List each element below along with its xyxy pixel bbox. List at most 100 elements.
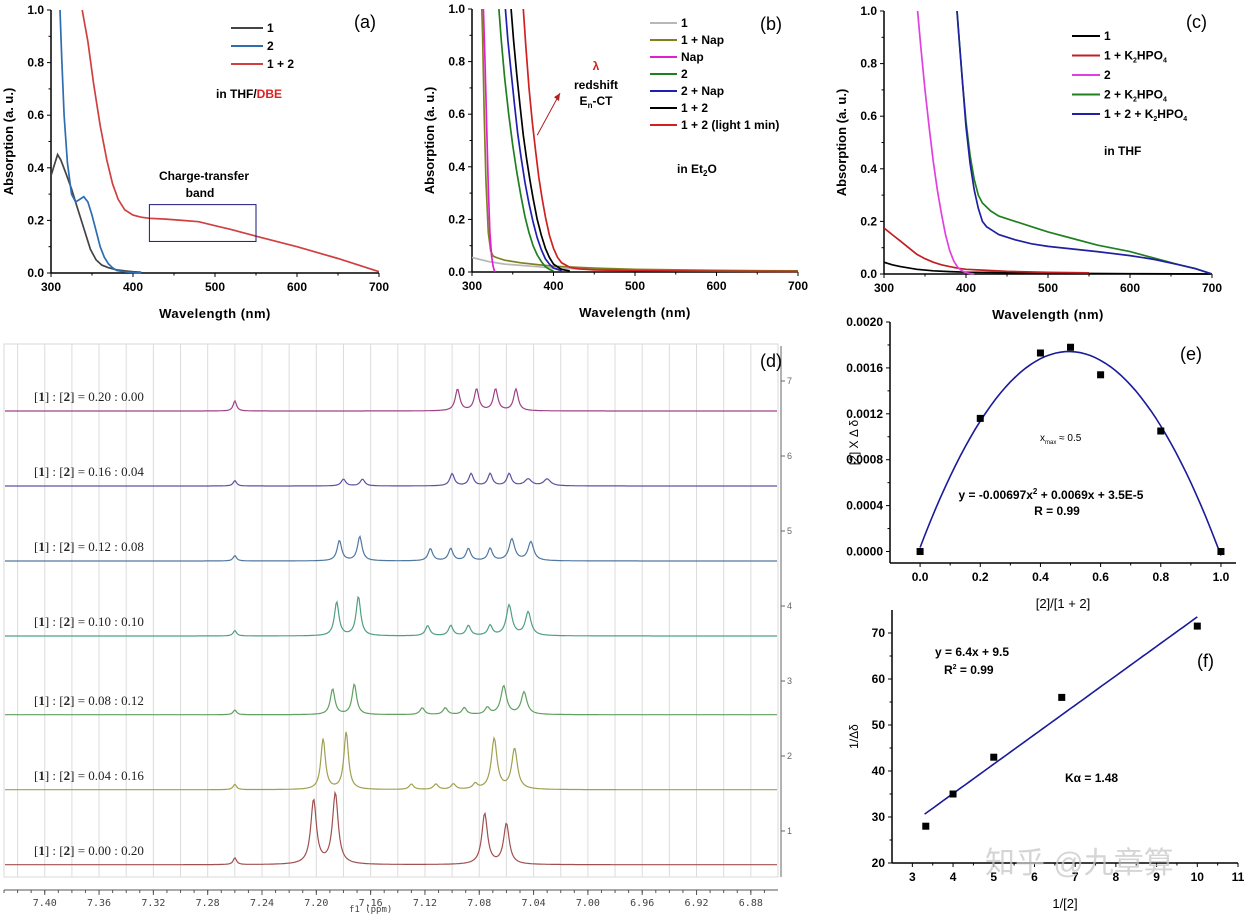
ppm-axis-title: f1 (ppm): [349, 905, 392, 915]
x-tick-label: 3: [909, 870, 916, 884]
y-tick-label: 70: [872, 626, 886, 640]
panel-f-ka-value: Kα = 1.48: [1065, 771, 1118, 785]
series-line-2: [916, 11, 975, 275]
data-point: [1097, 371, 1105, 379]
x-tick-label: 0.0: [912, 570, 929, 584]
series-line-1-k2hpo4: [884, 227, 1090, 274]
panel-e-r-value: R = 0.99: [1034, 504, 1080, 518]
panel-b-redshift-label: redshift: [574, 78, 618, 92]
y-axis-title: Absorption (a. u.): [1, 88, 16, 196]
y-tick-label: 0.0012: [846, 407, 883, 421]
y-tick-label: 0.2: [860, 214, 877, 228]
y-tick-label: 0.0: [27, 266, 44, 280]
legend-label: 1: [681, 16, 688, 30]
series-line-2-k2hpo4: [956, 11, 1212, 275]
y-tick-label: 0.4: [448, 160, 465, 174]
ppm-tick-label: 7.16: [359, 898, 383, 909]
y-tick-label: 40: [872, 764, 886, 778]
nmr-trace-label: [1] : [2] = 0.10 : 0.10: [34, 614, 144, 629]
x-tick-label: 700: [788, 279, 808, 293]
y-axis-title: [2] X Δ δ: [847, 419, 861, 465]
ppm-tick-label: 7.08: [467, 898, 491, 909]
x-tick-label: 700: [369, 280, 389, 294]
legend-label: 1: [1104, 29, 1111, 43]
y-tick-label: 0.0: [860, 267, 877, 281]
ppm-tick-label: 7.04: [522, 898, 546, 909]
x-tick-label: 0.4: [1032, 570, 1049, 584]
nmr-frame: [3, 343, 779, 878]
series-line-2-nap: [504, 9, 562, 272]
panel-f-plot-area: 3 4 5 6 7 8 9 10 11 20 30 40 50 60 70 1/[2] 1/Δδ: [847, 610, 1245, 911]
y-tick-label: 0.0: [448, 265, 465, 279]
ppm-tick-label: 7.20: [304, 898, 328, 909]
legend-label: 2: [267, 39, 274, 53]
ppm-tick-label: 7.28: [196, 898, 220, 909]
x-tick-label: 9: [1153, 870, 1160, 884]
x-axis-title: Wavelength (nm): [159, 306, 271, 321]
y-tick-label: 0.0016: [846, 361, 883, 375]
panel-b-label: (b): [760, 14, 782, 34]
x-tick-label: 4: [950, 870, 957, 884]
nmr-trace: [5, 731, 777, 791]
y-tick-label: 0.8: [860, 57, 877, 71]
y-tick-label: 0.0020: [846, 315, 883, 329]
right-axis-tick-label: 2: [787, 751, 792, 761]
panel-c-absorption-thf-k2hpo4: 300 400 500 600 700 0.0 0.2 0.4 0.6 0.8 1.0 Wavelen…: [834, 4, 1222, 322]
panel-b-plot-area: 300 400 500 600 700 0.0 0.2 0.4 0.6 0.8 1.0 Wavelen…: [422, 2, 808, 320]
legend-label: 1 + 2 + K2HPO4: [1104, 107, 1187, 123]
legend-label: 1 + K2HPO4: [1104, 49, 1167, 65]
series-line-1-nap: [480, 9, 798, 272]
redshift-arrowhead-icon: [554, 93, 561, 102]
x-tick-label: 400: [123, 280, 143, 294]
legend-label: 1: [267, 21, 274, 35]
legend-label: 2 + Nap: [681, 84, 724, 98]
data-point: [1067, 343, 1075, 351]
ppm-tick-label: 6.88: [739, 898, 763, 909]
y-tick-label: 0.6: [448, 107, 465, 121]
x-tick-label: 500: [1038, 281, 1058, 295]
ppm-tick-label: 7.32: [141, 898, 165, 909]
panel-f-fit-equation: y = 6.4x + 9.5: [935, 645, 1009, 659]
y-tick-label: 1.0: [448, 2, 465, 16]
nmr-trace: [5, 534, 777, 562]
y-axis-title: Absorption (a. u.): [834, 89, 849, 197]
x-tick-label: 300: [462, 279, 482, 293]
ppm-tick-label: 7.12: [413, 898, 437, 909]
panel-b-solvent-note: in Et2O: [677, 162, 717, 178]
fit-line: [919, 350, 1222, 556]
y-tick-label: 0.8: [27, 56, 44, 70]
ppm-tick-label: 6.92: [684, 898, 708, 909]
series-line-1-2: [510, 9, 570, 272]
panel-f-benesi-hildebrand: 3 4 5 6 7 8 9 10 11 20 30 40 50 60 70 1/[2] 1/Δδ (f) y =…: [847, 610, 1245, 911]
y-tick-label: 20: [872, 856, 886, 870]
ct-band-box: [148, 204, 257, 242]
data-point: [1193, 622, 1201, 630]
y-tick-label: 0.4: [27, 161, 44, 175]
panel-b-lambda-symbol: λ: [593, 59, 600, 73]
ppm-tick-label: 7.36: [87, 898, 111, 909]
panel-c-label: (c): [1186, 12, 1207, 32]
nmr-trace: [5, 790, 777, 866]
legend-label: 2: [681, 67, 688, 81]
panel-d-plot-area: 1 2 3 4 5 6 7 [1] : [2] = 0.20 : 0.00 [1] : [2] …: [3, 343, 792, 915]
series-line-1-2-light-1-min-: [522, 9, 798, 273]
right-axis-tick-label: 6: [787, 451, 792, 461]
series-line-2: [59, 10, 142, 274]
fit-line: [924, 616, 1198, 815]
y-tick-label: 0.0004: [846, 499, 883, 513]
right-axis-tick-label: 7: [787, 376, 792, 386]
panel-e-fit-equation: y = -0.00697x2 + 0.0069x + 3.5E-5: [959, 487, 1144, 502]
x-tick-label: 300: [874, 281, 894, 295]
x-tick-label: 700: [1202, 281, 1222, 295]
nmr-trace-label: [1] : [2] = 0.04 : 0.16: [34, 768, 144, 783]
x-tick-label: 0.6: [1092, 570, 1109, 584]
nmr-trace: [5, 387, 777, 412]
panel-e-xmax-note: xmax ≈ 0.5: [1040, 433, 1082, 446]
panel-b-en-ct-label: En-CT: [580, 94, 614, 110]
data-point: [976, 414, 984, 422]
right-axis-tick-label: 4: [787, 601, 792, 611]
data-point: [916, 548, 924, 556]
right-axis-tick-label: 5: [787, 526, 792, 536]
x-tick-label: 7: [1072, 870, 1079, 884]
ppm-tick-label: 6.96: [630, 898, 654, 909]
